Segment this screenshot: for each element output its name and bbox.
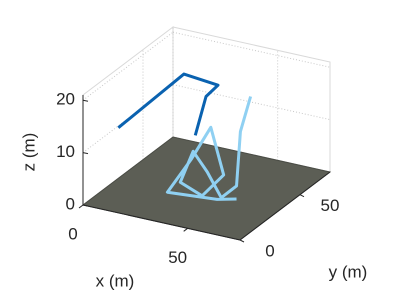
x-tick-label: 0: [68, 224, 77, 243]
z-tick-label: 0: [66, 194, 75, 213]
axis-line: [239, 171, 331, 241]
trajectory: [117, 72, 220, 136]
y-tick-label: 50: [321, 196, 340, 215]
x-tick: [183, 227, 188, 232]
x-tick: [78, 204, 84, 209]
grid-line: [82, 84, 174, 154]
trajectory: [165, 96, 253, 201]
x-tick-label: 50: [168, 248, 187, 267]
y-tick: [239, 239, 245, 243]
z-tick: [82, 99, 89, 102]
x-axis-label: x (m): [96, 271, 135, 290]
y-tick-label: 0: [265, 241, 274, 260]
z-tick: [82, 152, 89, 155]
z-axis-label: z (m): [19, 133, 38, 172]
y-axis-label: y (m): [329, 262, 368, 281]
z-tick-label: 10: [56, 142, 75, 161]
z-tick: [82, 204, 89, 207]
axis-line: [82, 204, 241, 241]
y-tick: [299, 194, 305, 198]
z-tick-label: 20: [56, 90, 75, 109]
grid-line: [82, 31, 174, 101]
